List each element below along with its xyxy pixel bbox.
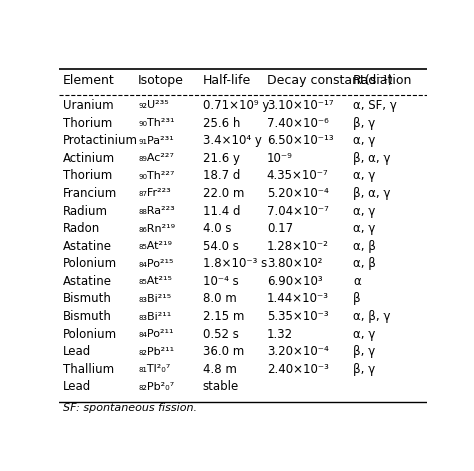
Text: 2.40×10⁻³: 2.40×10⁻³ <box>267 363 328 376</box>
Text: Astatine: Astatine <box>63 240 112 253</box>
Text: β, α, γ: β, α, γ <box>353 187 391 200</box>
Text: 21.6 y: 21.6 y <box>202 152 239 165</box>
Text: 11.4 d: 11.4 d <box>202 204 240 218</box>
Text: β, γ: β, γ <box>353 345 375 358</box>
Text: Astatine: Astatine <box>63 275 112 288</box>
Text: Half-life: Half-life <box>202 73 251 87</box>
Text: ₉₀Th²²⁷: ₉₀Th²²⁷ <box>138 171 174 181</box>
Text: Polonium: Polonium <box>63 328 117 341</box>
Text: 22.0 m: 22.0 m <box>202 187 244 200</box>
Text: α, β: α, β <box>353 240 376 253</box>
Text: 0.17: 0.17 <box>267 222 293 235</box>
Text: 3.4×10⁴ y: 3.4×10⁴ y <box>202 134 261 147</box>
Text: Polonium: Polonium <box>63 257 117 270</box>
Text: β: β <box>353 292 361 306</box>
Text: Bismuth: Bismuth <box>63 310 112 323</box>
Text: 0.71×10⁹ y: 0.71×10⁹ y <box>202 99 269 112</box>
Text: Radium: Radium <box>63 204 108 218</box>
Text: Isotope: Isotope <box>138 73 184 87</box>
Text: 25.6 h: 25.6 h <box>202 116 240 130</box>
Text: 1.32: 1.32 <box>267 328 293 341</box>
Text: 1.28×10⁻²: 1.28×10⁻² <box>267 240 328 253</box>
Text: Actinium: Actinium <box>63 152 115 165</box>
Text: 7.04×10⁻⁷: 7.04×10⁻⁷ <box>267 204 328 218</box>
Text: α, SF, γ: α, SF, γ <box>353 99 397 112</box>
Text: Decay constant(s⁻¹): Decay constant(s⁻¹) <box>267 73 392 87</box>
Text: 0.52 s: 0.52 s <box>202 328 238 341</box>
Text: Lead: Lead <box>63 381 91 393</box>
Text: 7.40×10⁻⁶: 7.40×10⁻⁶ <box>267 116 328 130</box>
Text: α, β, γ: α, β, γ <box>353 310 391 323</box>
Text: Thorium: Thorium <box>63 116 112 130</box>
Text: α, γ: α, γ <box>353 328 375 341</box>
Text: ₈₅At²¹⁹: ₈₅At²¹⁹ <box>138 241 172 251</box>
Text: 2.15 m: 2.15 m <box>202 310 244 323</box>
Text: Element: Element <box>63 73 115 87</box>
Text: 4.35×10⁻⁷: 4.35×10⁻⁷ <box>267 170 328 182</box>
Text: 1.44×10⁻³: 1.44×10⁻³ <box>267 292 329 306</box>
Text: ₈₁Tl²₀⁷: ₈₁Tl²₀⁷ <box>138 365 171 374</box>
Text: 3.10×10⁻¹⁷: 3.10×10⁻¹⁷ <box>267 99 333 112</box>
Text: 4.8 m: 4.8 m <box>202 363 237 376</box>
Text: ₈₅At²¹⁵: ₈₅At²¹⁵ <box>138 276 172 286</box>
Text: 54.0 s: 54.0 s <box>202 240 238 253</box>
Text: Lead: Lead <box>63 345 91 358</box>
Text: 3.20×10⁻⁴: 3.20×10⁻⁴ <box>267 345 328 358</box>
Text: ₈₃Bi²¹⁵: ₈₃Bi²¹⁵ <box>138 294 172 304</box>
Text: ₈₃Bi²¹¹: ₈₃Bi²¹¹ <box>138 311 172 322</box>
Text: ₈₂Pb²₀⁷: ₈₂Pb²₀⁷ <box>138 382 174 392</box>
Text: α: α <box>353 275 361 288</box>
Text: ₈₆Rn²¹⁹: ₈₆Rn²¹⁹ <box>138 224 175 234</box>
Text: stable: stable <box>202 381 239 393</box>
Text: 3.80×10²: 3.80×10² <box>267 257 322 270</box>
Text: Uranium: Uranium <box>63 99 114 112</box>
Text: SF: spontaneous fission.: SF: spontaneous fission. <box>63 403 197 413</box>
Text: Protactinium: Protactinium <box>63 134 138 147</box>
Text: ₈₉Ac²²⁷: ₈₉Ac²²⁷ <box>138 153 174 163</box>
Text: 5.20×10⁻⁴: 5.20×10⁻⁴ <box>267 187 328 200</box>
Text: Bismuth: Bismuth <box>63 292 112 306</box>
Text: β, α, γ: β, α, γ <box>353 152 391 165</box>
Text: α, γ: α, γ <box>353 170 375 182</box>
Text: ₉₂U²³⁵: ₉₂U²³⁵ <box>138 100 169 111</box>
Text: α, γ: α, γ <box>353 222 375 235</box>
Text: 10⁻⁹: 10⁻⁹ <box>267 152 292 165</box>
Text: 10⁻⁴ s: 10⁻⁴ s <box>202 275 238 288</box>
Text: Radiation: Radiation <box>353 73 412 87</box>
Text: ₉₀Th²³¹: ₉₀Th²³¹ <box>138 118 175 128</box>
Text: 18.7 d: 18.7 d <box>202 170 240 182</box>
Text: 5.35×10⁻³: 5.35×10⁻³ <box>267 310 328 323</box>
Text: β, γ: β, γ <box>353 363 375 376</box>
Text: ₈₄Po²¹¹: ₈₄Po²¹¹ <box>138 329 174 339</box>
Text: ₈₇Fr²²³: ₈₇Fr²²³ <box>138 188 171 198</box>
Text: ₉₁Pa²³¹: ₉₁Pa²³¹ <box>138 136 174 146</box>
Text: 6.50×10⁻¹³: 6.50×10⁻¹³ <box>267 134 333 147</box>
Text: 6.90×10³: 6.90×10³ <box>267 275 322 288</box>
Text: 36.0 m: 36.0 m <box>202 345 244 358</box>
Text: 1.8×10⁻³ s: 1.8×10⁻³ s <box>202 257 267 270</box>
Text: Thorium: Thorium <box>63 170 112 182</box>
Text: 8.0 m: 8.0 m <box>202 292 236 306</box>
Text: ₈₂Pb²¹¹: ₈₂Pb²¹¹ <box>138 347 174 357</box>
Text: ₈₈Ra²²³: ₈₈Ra²²³ <box>138 206 175 216</box>
Text: α, γ: α, γ <box>353 134 375 147</box>
Text: ₈₄Po²¹⁵: ₈₄Po²¹⁵ <box>138 259 173 269</box>
Text: Thallium: Thallium <box>63 363 114 376</box>
Text: α, γ: α, γ <box>353 204 375 218</box>
Text: Radon: Radon <box>63 222 100 235</box>
Text: α, β: α, β <box>353 257 376 270</box>
Text: Francium: Francium <box>63 187 117 200</box>
Text: 4.0 s: 4.0 s <box>202 222 231 235</box>
Text: β, γ: β, γ <box>353 116 375 130</box>
